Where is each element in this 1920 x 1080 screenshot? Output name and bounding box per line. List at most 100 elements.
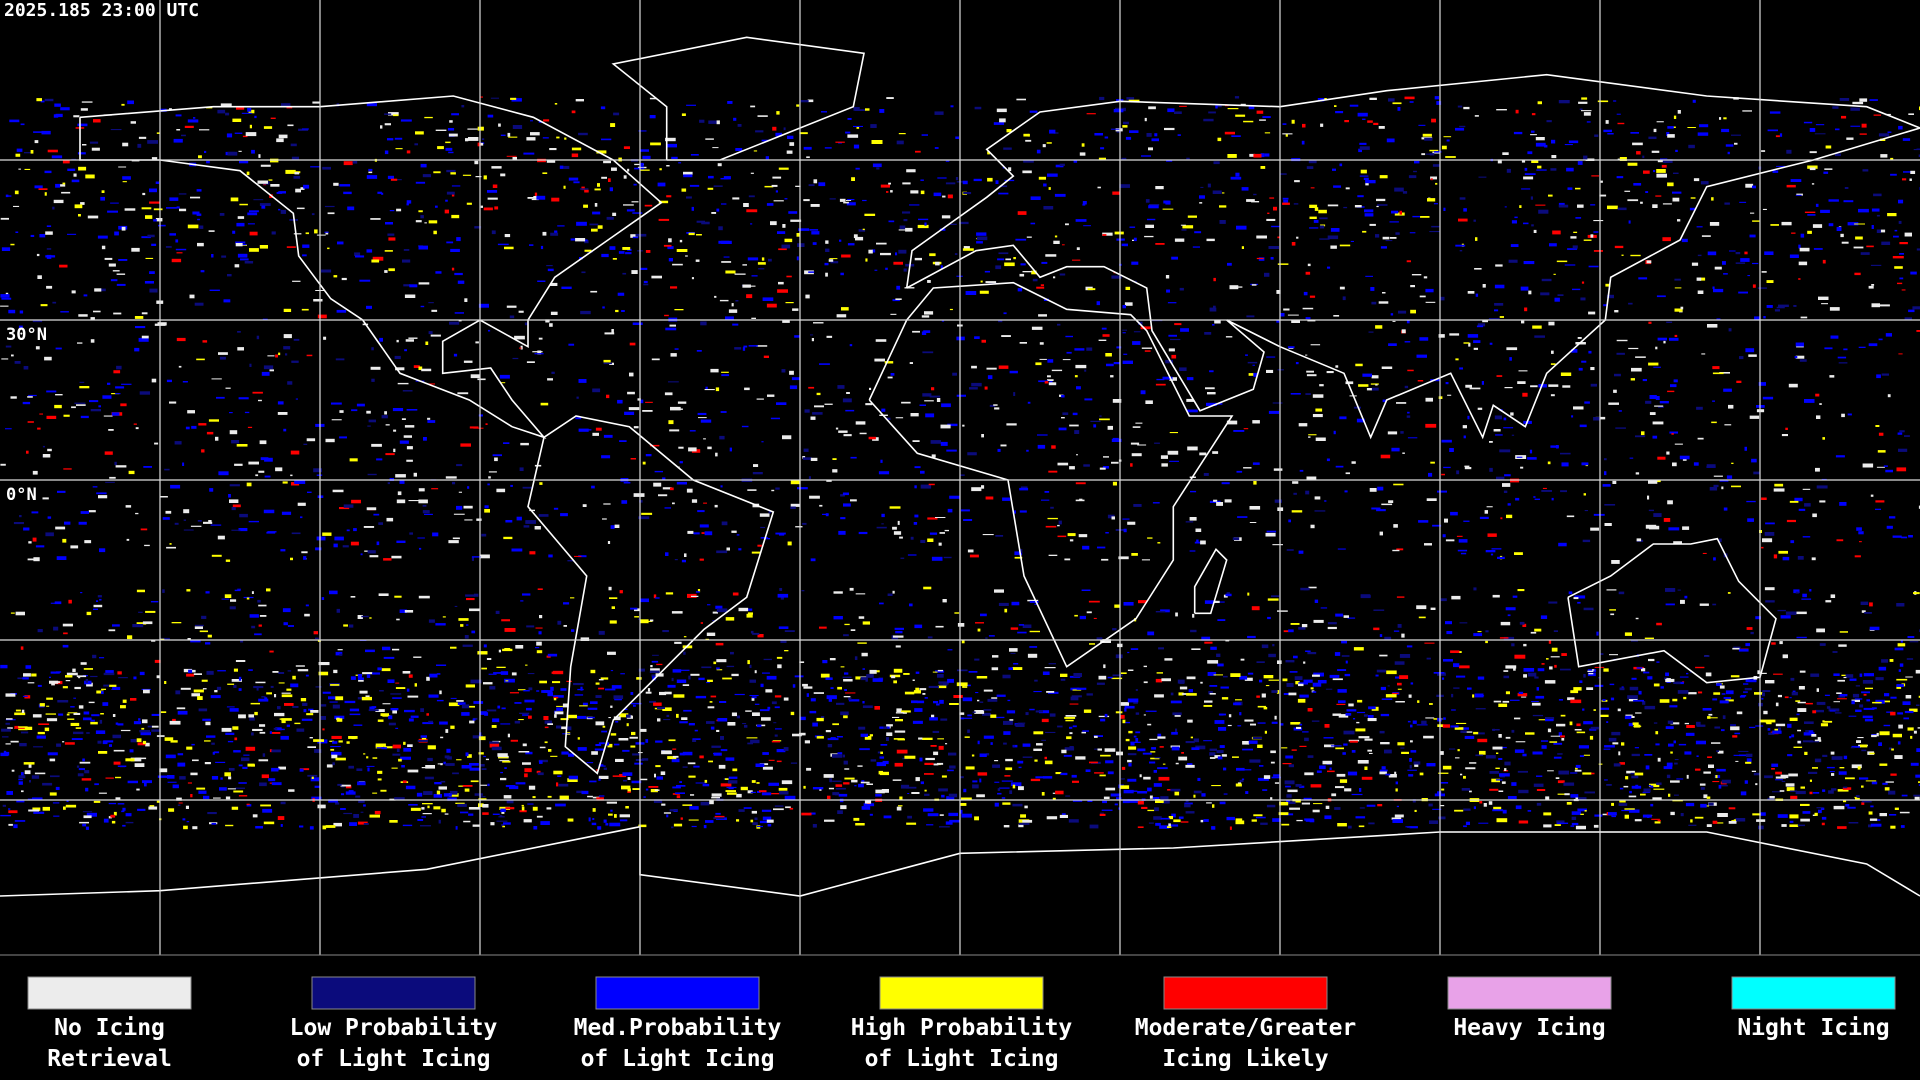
icing-speck — [757, 634, 764, 638]
icing-speck — [1306, 370, 1314, 373]
icing-speck — [1412, 799, 1416, 803]
icing-speck — [37, 731, 45, 735]
icing-speck — [598, 778, 601, 781]
icing-speck — [336, 309, 347, 313]
icing-speck — [1223, 675, 1228, 678]
icing-speck — [1799, 670, 1806, 673]
icing-speck — [1457, 549, 1468, 552]
icing-speck — [283, 346, 291, 350]
icing-speck — [1312, 682, 1322, 687]
icing-speck — [298, 128, 309, 131]
icing-speck — [451, 267, 455, 271]
icing-speck — [1725, 690, 1734, 695]
icing-speck — [874, 706, 880, 710]
icing-speck — [632, 753, 640, 756]
icing-speck — [1441, 473, 1445, 476]
icing-speck — [1485, 640, 1488, 644]
icing-speck — [1391, 210, 1399, 214]
icing-speck — [1499, 773, 1510, 777]
icing-speck — [1854, 555, 1861, 558]
icing-speck — [1128, 730, 1133, 734]
icing-speck — [1707, 717, 1718, 719]
icing-speck — [1463, 342, 1470, 344]
icing-speck — [1460, 773, 1463, 776]
icing-speck — [1022, 271, 1033, 273]
icing-speck — [1738, 648, 1749, 652]
icing-speck — [1857, 737, 1864, 739]
icing-speck — [407, 769, 419, 773]
icing-speck — [794, 675, 804, 678]
icing-speck — [1499, 746, 1507, 749]
icing-speck — [1051, 369, 1063, 372]
icing-speck — [1409, 826, 1418, 829]
icing-speck — [1812, 767, 1818, 769]
icing-speck — [1872, 701, 1882, 704]
icing-speck — [1410, 309, 1416, 314]
icing-speck — [311, 776, 314, 779]
icing-speck — [838, 530, 846, 535]
icing-speck — [428, 302, 434, 304]
icing-speck — [547, 692, 553, 697]
icing-speck — [26, 450, 29, 454]
icing-speck — [942, 599, 947, 603]
icing-speck — [353, 814, 359, 818]
icing-speck — [560, 718, 569, 721]
icing-speck — [1656, 661, 1660, 663]
icing-speck — [1469, 790, 1472, 793]
icing-speck — [1170, 692, 1174, 696]
icing-speck — [1908, 309, 1915, 313]
icing-speck — [643, 796, 646, 798]
icing-speck — [1496, 818, 1508, 823]
icing-speck — [215, 761, 226, 763]
icing-speck — [840, 666, 845, 668]
icing-speck — [656, 776, 663, 780]
icing-speck — [1554, 297, 1560, 302]
icing-speck — [946, 796, 955, 800]
icing-speck — [75, 727, 82, 729]
icing-speck — [1086, 693, 1093, 696]
icing-speck — [79, 386, 90, 389]
icing-speck — [994, 760, 999, 762]
icing-speck — [422, 504, 427, 507]
icing-speck — [747, 660, 750, 665]
icing-speck — [633, 704, 636, 707]
icing-speck — [507, 733, 510, 738]
icing-speck — [147, 140, 158, 144]
icing-speck — [1243, 428, 1249, 430]
icing-speck — [1672, 191, 1682, 194]
icing-speck — [743, 345, 748, 348]
icing-speck — [570, 597, 575, 599]
icing-speck — [929, 253, 936, 257]
icing-speck — [567, 778, 578, 782]
icing-speck — [678, 162, 682, 164]
icing-speck — [1207, 660, 1219, 664]
icing-speck — [468, 807, 480, 810]
icing-speck — [714, 815, 725, 819]
icing-speck — [1665, 726, 1674, 729]
icing-speck — [933, 192, 942, 197]
icing-speck — [1825, 600, 1832, 603]
icing-speck — [645, 739, 649, 743]
icing-speck — [520, 345, 523, 350]
icing-speck — [869, 734, 873, 737]
icing-speck — [1624, 632, 1632, 636]
icing-speck — [731, 712, 737, 717]
icing-speck — [1442, 677, 1445, 680]
icing-speck — [0, 752, 9, 757]
icing-speck — [1557, 793, 1566, 795]
icing-speck — [136, 738, 142, 743]
icing-speck — [1918, 695, 1920, 698]
icing-speck — [1291, 319, 1300, 323]
icing-speck — [1155, 822, 1161, 826]
icing-speck — [778, 626, 789, 629]
icing-speck — [500, 723, 511, 725]
icing-speck — [1182, 225, 1194, 229]
icing-speck — [843, 679, 853, 682]
icing-speck — [277, 401, 284, 405]
icing-speck — [1556, 260, 1568, 263]
icing-speck — [1209, 757, 1216, 759]
icing-speck — [264, 697, 268, 701]
icing-speck — [1387, 685, 1390, 687]
icing-speck — [750, 819, 754, 823]
icing-speck — [909, 603, 913, 607]
